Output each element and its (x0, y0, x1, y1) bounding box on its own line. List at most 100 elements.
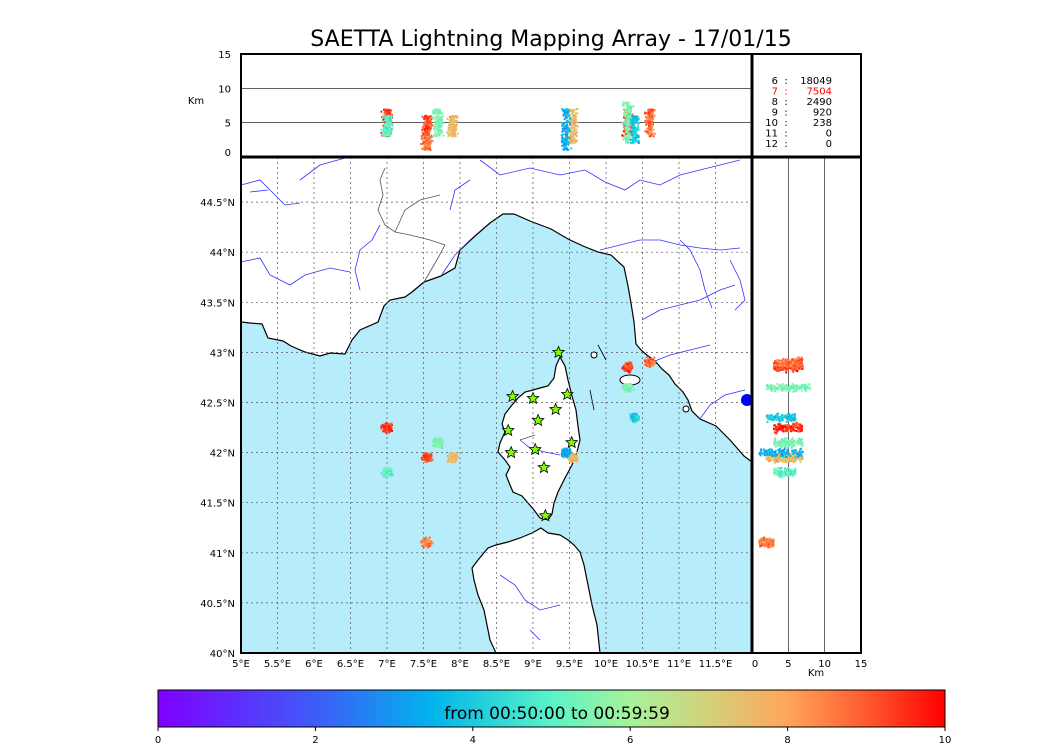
source-point-right (797, 356, 800, 359)
sardinia-island (471, 527, 601, 653)
source-point-top (382, 127, 385, 130)
source-point (573, 457, 576, 460)
station-count-sep: : (784, 118, 787, 129)
source-point-top (429, 129, 432, 132)
source-point-right (798, 361, 801, 364)
source-point (382, 473, 385, 476)
source-point-top (572, 131, 575, 134)
source-point (422, 541, 425, 544)
source-point-right (778, 442, 781, 445)
source-point (389, 469, 392, 472)
source-point-right (769, 541, 772, 544)
source-point-right (798, 388, 801, 391)
source-point-right (801, 441, 804, 444)
source-point-top (432, 112, 435, 115)
source-point-top (569, 117, 572, 120)
source-point (432, 444, 435, 447)
source-point-right (784, 438, 787, 441)
source-point-top (573, 128, 576, 131)
source-point-right (789, 459, 792, 462)
source-point-right (793, 358, 796, 361)
source-point (425, 542, 428, 545)
source-point (423, 546, 426, 549)
source-point-right (760, 451, 763, 454)
source-point-right (800, 447, 803, 450)
source-point (636, 419, 639, 422)
source-point (635, 413, 638, 416)
source-point-top (427, 145, 430, 148)
source-point-right (794, 360, 797, 363)
source-point-top (439, 111, 442, 114)
station-count-key: 6 (772, 76, 778, 87)
source-point-right (796, 439, 799, 442)
source-point-top (566, 148, 569, 151)
source-point (631, 364, 634, 367)
source-point (450, 457, 453, 460)
source-point-right (794, 455, 797, 458)
source-point-right (780, 450, 783, 453)
source-point-right (779, 384, 782, 387)
source-point-right (785, 444, 788, 447)
source-point-right (801, 361, 804, 364)
source-point-top (451, 124, 454, 127)
source-point (569, 459, 572, 462)
source-point-top (622, 101, 625, 104)
source-point-top (384, 125, 387, 128)
source-point-top (573, 118, 576, 121)
source-point-top (574, 133, 577, 136)
source-point-right (759, 454, 762, 457)
lat-tick-label: 42.5°N (200, 398, 235, 409)
source-point-top (649, 120, 652, 123)
source-point-right (782, 367, 785, 370)
source-point-top (632, 115, 635, 118)
source-point-top (648, 134, 651, 137)
source-point-right (790, 469, 793, 472)
source-point-top (434, 133, 437, 136)
source-point-right (786, 359, 789, 362)
source-point (645, 361, 648, 364)
source-point-right (778, 359, 781, 362)
source-point (446, 460, 449, 463)
source-point-right (797, 366, 800, 369)
source-point (645, 356, 648, 359)
source-point-top (573, 138, 576, 141)
source-point-top (563, 142, 566, 145)
source-point-right (795, 389, 798, 392)
source-point-top (651, 135, 654, 138)
source-point-right (771, 384, 774, 387)
source-point-top (636, 135, 639, 138)
source-point-right (792, 449, 795, 452)
source-point-top (451, 127, 454, 130)
source-point-top (387, 129, 390, 132)
source-point-top (422, 125, 425, 128)
source-point-top (453, 123, 456, 126)
source-point-top (562, 133, 565, 136)
source-point-top (623, 136, 626, 139)
source-point-top (437, 121, 440, 124)
source-point-right (793, 459, 796, 462)
source-point-right (779, 449, 782, 452)
source-point-right (775, 359, 778, 362)
source-point-top (434, 108, 437, 111)
source-point (621, 366, 624, 369)
source-point (623, 383, 626, 386)
source-point-top (389, 134, 392, 137)
source-point-top (382, 119, 385, 122)
source-point-top (429, 141, 432, 144)
source-point-top (569, 138, 572, 141)
source-point-right (790, 429, 793, 432)
source-point (438, 443, 441, 446)
source-point-right (801, 456, 804, 459)
source-point (436, 441, 439, 444)
source-point-right (799, 442, 802, 445)
source-point (383, 430, 386, 433)
source-point (564, 447, 567, 450)
source-point-top (646, 120, 649, 123)
source-point-right (780, 444, 783, 447)
source-point-top (435, 126, 438, 129)
source-point-top (628, 118, 631, 121)
source-point-right (799, 439, 802, 442)
source-point-right (773, 437, 776, 440)
source-point-top (426, 118, 429, 121)
station-count-value: 18049 (800, 76, 832, 87)
